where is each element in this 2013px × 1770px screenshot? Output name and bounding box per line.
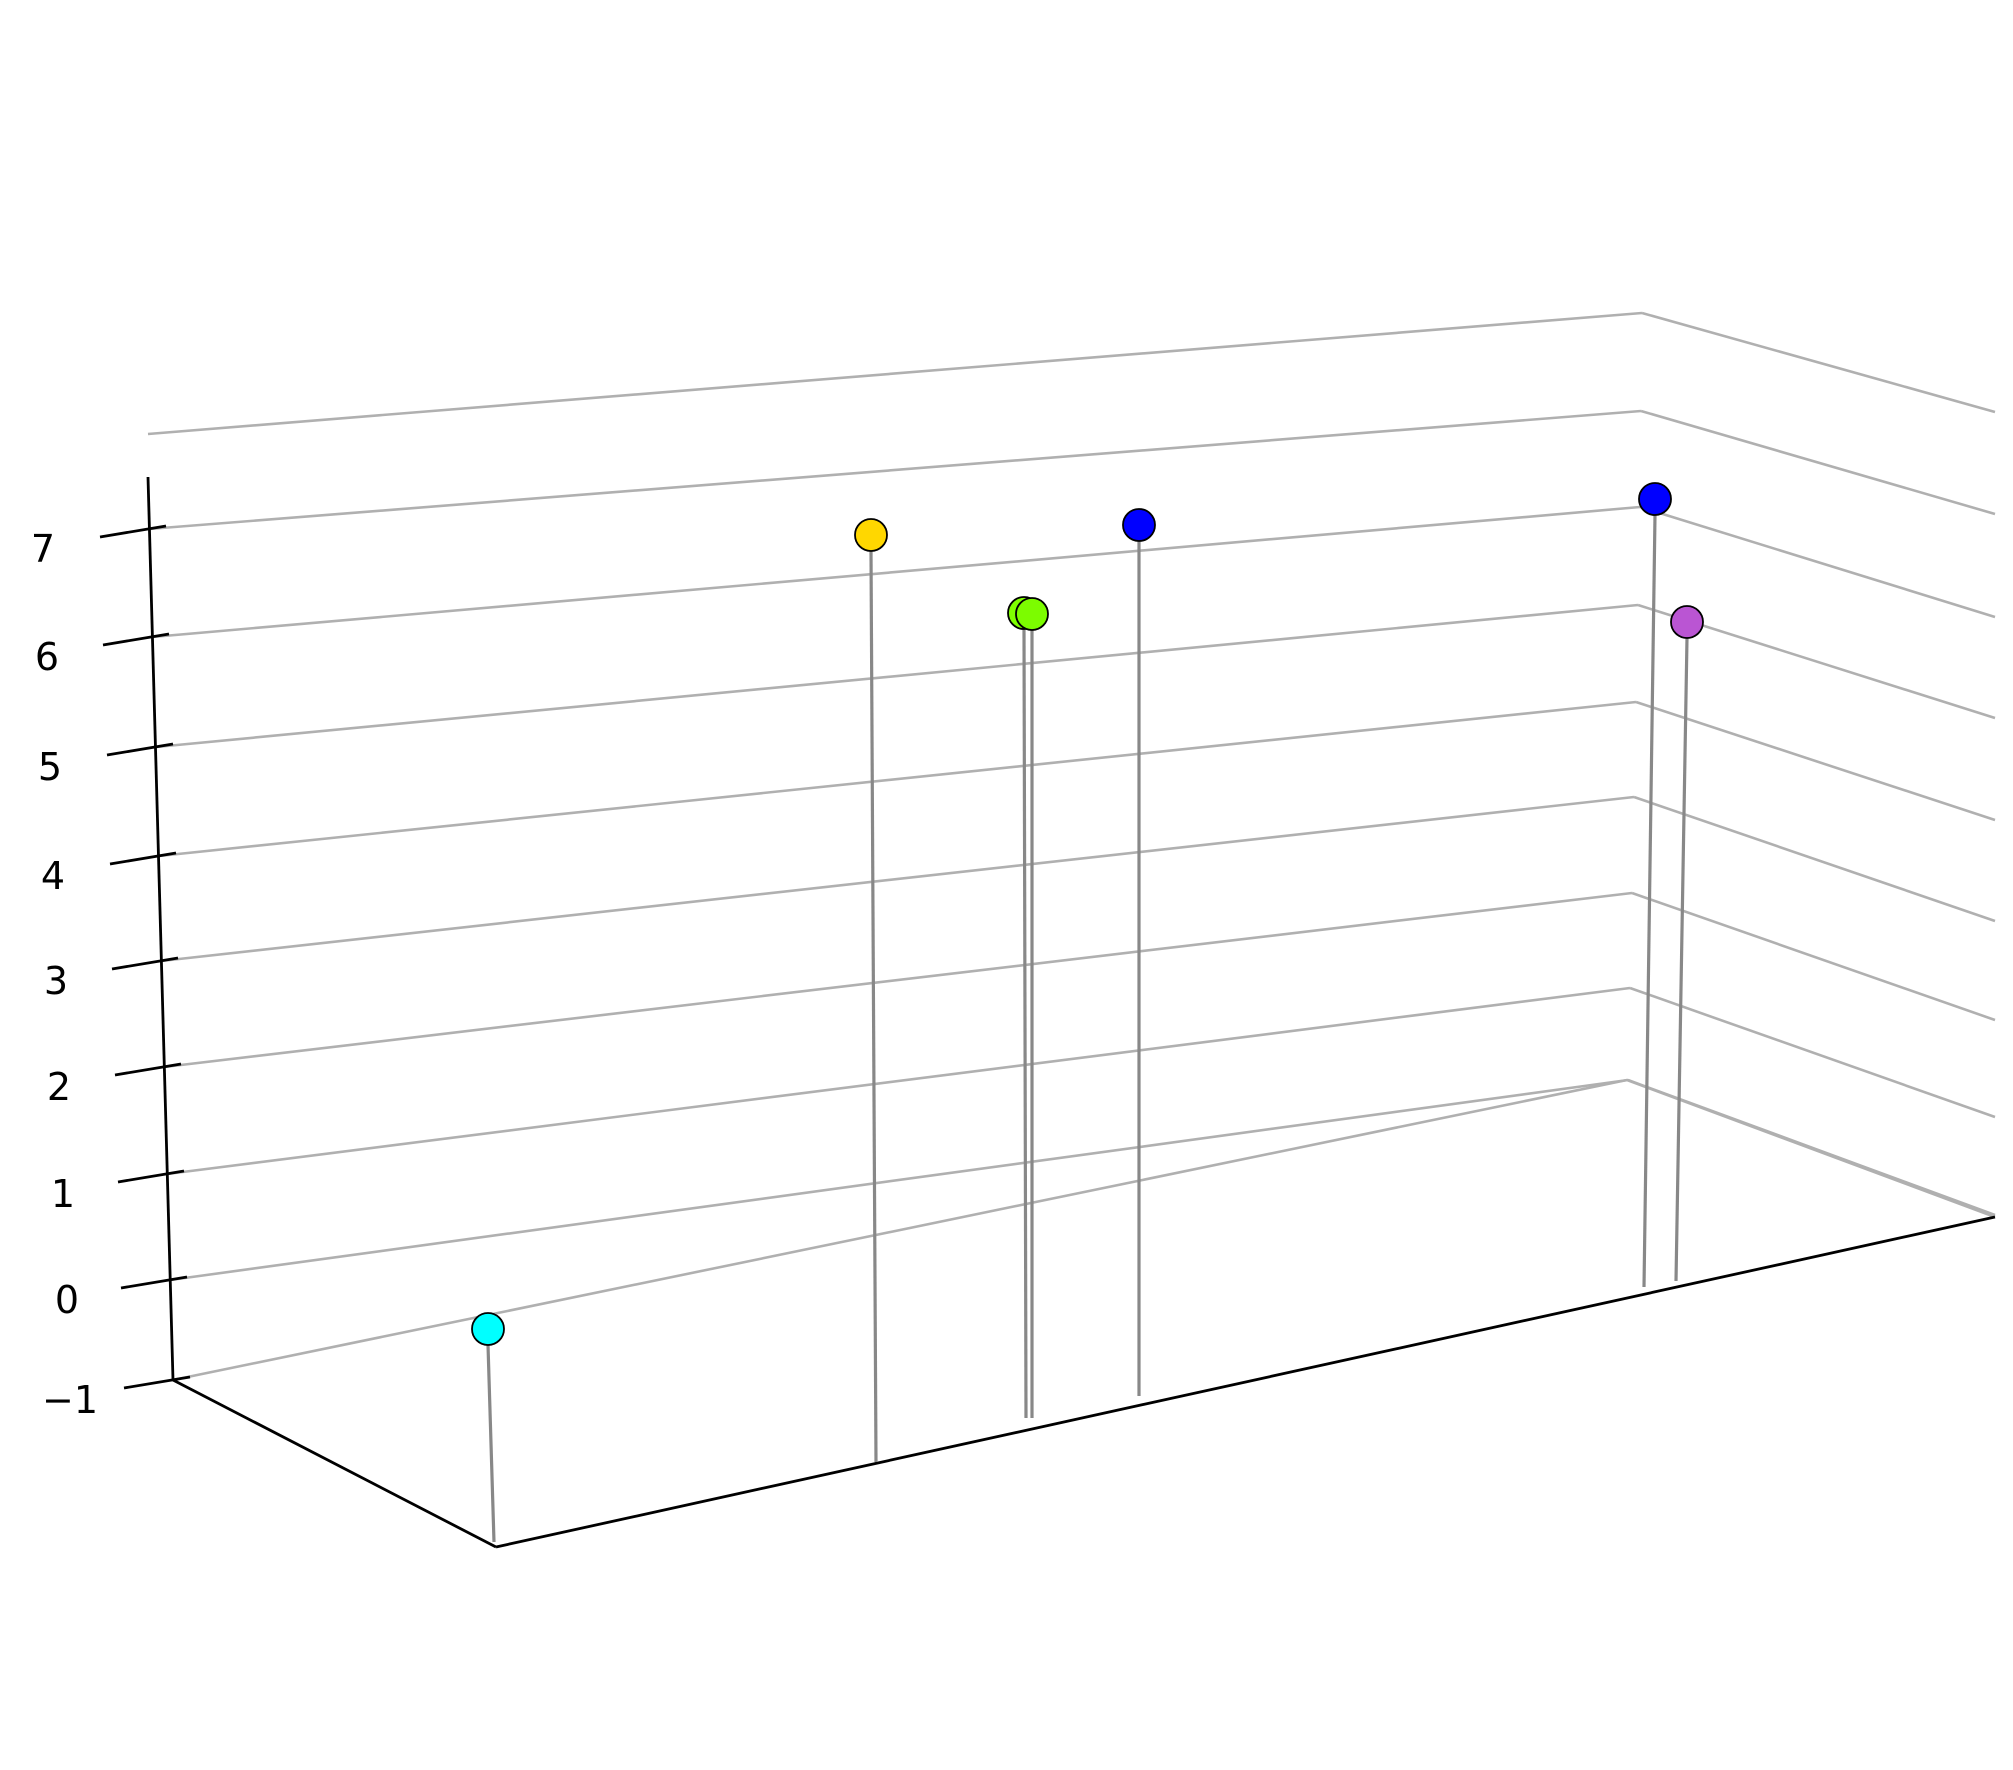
grid-line <box>147 311 1643 436</box>
grid-line <box>1633 795 1996 923</box>
z-tick <box>111 956 179 971</box>
label-layer: −1 0 1 2 3 4 5 6 7 <box>31 527 98 1422</box>
grid-line <box>166 986 1631 1176</box>
z-tick <box>123 1375 191 1390</box>
grid-line <box>1640 409 1996 516</box>
grid-line <box>172 1078 1628 1382</box>
z-tick-label: 4 <box>41 854 65 898</box>
z-tick-label: 0 <box>55 1278 79 1322</box>
data-point <box>854 518 888 552</box>
grid-line <box>148 409 1642 531</box>
y-axis-line <box>495 1215 1996 1549</box>
z-tick-label: 7 <box>31 527 55 571</box>
grid-layer <box>147 311 1996 1382</box>
stem-line <box>1674 637 1689 1282</box>
z-tick <box>106 742 174 757</box>
stem-line <box>1642 514 1657 1288</box>
grid-line <box>151 505 1641 639</box>
data-point <box>1122 508 1156 542</box>
grid-line <box>1629 986 1996 1119</box>
x-axis-line <box>172 1378 497 1549</box>
stem-line <box>1022 628 1028 1419</box>
z-tick-label: −1 <box>42 1378 98 1422</box>
grid-line <box>1635 700 1996 822</box>
z-tick <box>117 1169 185 1184</box>
grid-line <box>1631 891 1996 1022</box>
z-tick <box>99 524 167 539</box>
z-tick <box>120 1275 188 1290</box>
data-point <box>1670 605 1704 639</box>
grid-line <box>160 795 1635 963</box>
data-point <box>471 1312 505 1346</box>
data-point <box>1015 597 1049 631</box>
grid-line <box>1626 1078 1996 1219</box>
stem-line <box>486 1344 496 1543</box>
z-axis-line <box>146 476 175 1381</box>
grid-line <box>158 700 1637 858</box>
grid-line <box>163 891 1633 1069</box>
stem-layer <box>486 514 1689 1543</box>
grid-line <box>1641 311 1996 414</box>
z-tick-label: 3 <box>44 959 68 1003</box>
z-tick-label: 1 <box>51 1172 75 1216</box>
z-tick-label: 5 <box>38 745 62 789</box>
z-tick-label: 6 <box>35 635 59 679</box>
z-tick <box>102 632 170 647</box>
stem-line <box>869 550 878 1463</box>
z-tick-label: 2 <box>47 1065 71 1109</box>
grid-line <box>1639 505 1996 619</box>
grid-line <box>155 603 1639 749</box>
data-point <box>1638 482 1672 516</box>
z-tick <box>114 1062 182 1077</box>
axis-layer <box>99 476 1996 1549</box>
point-layer <box>471 482 1704 1346</box>
z-tick <box>109 851 177 866</box>
grid-line <box>169 1078 1629 1282</box>
